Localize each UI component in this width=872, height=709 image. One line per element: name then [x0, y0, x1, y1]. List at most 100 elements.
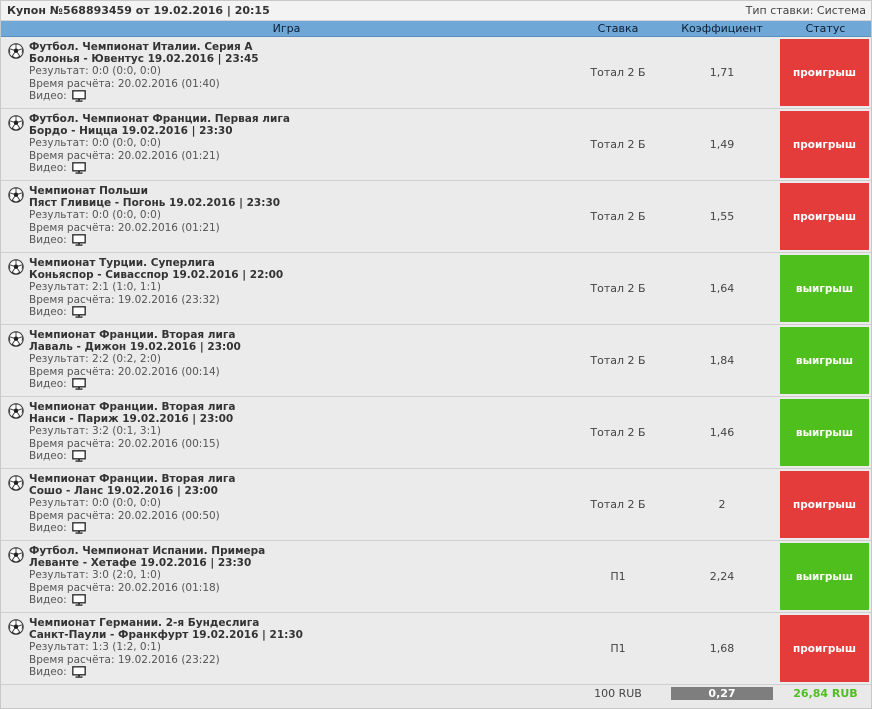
- status-badge: проигрыш: [780, 471, 869, 538]
- video-link[interactable]: Видео:: [29, 234, 572, 246]
- video-link[interactable]: Видео:: [29, 450, 572, 462]
- monitor-icon[interactable]: [71, 162, 86, 174]
- coef-cell: 1,49: [709, 138, 735, 151]
- coef-cell: 2,24: [709, 570, 735, 583]
- coupon-header: Купон №568893459 от 19.02.2016 | 20:15 Т…: [1, 1, 871, 21]
- calc-time: Время расчёта: 19.02.2016 (23:32): [29, 293, 220, 306]
- game-cell: Чемпионат Польши Пяст Гливице - Погонь 1…: [1, 181, 572, 252]
- bet-row: Футбол. Чемпионат Испании. Примера Леван…: [1, 541, 871, 613]
- monitor-icon[interactable]: [71, 666, 86, 678]
- monitor-icon[interactable]: [71, 450, 86, 462]
- stake-cell: Тотал 2 Б: [590, 210, 646, 223]
- league-name: Футбол. Чемпионат Франции. Первая лига: [29, 113, 290, 125]
- stake-cell: Тотал 2 Б: [590, 354, 646, 367]
- video-link[interactable]: Видео:: [29, 90, 572, 102]
- video-link[interactable]: Видео:: [29, 162, 572, 174]
- league-name: Футбол. Чемпионат Испании. Примера: [29, 545, 266, 557]
- stake-cell: Тотал 2 Б: [590, 66, 646, 79]
- soccer-ball-icon: [8, 115, 24, 131]
- bet-row: Чемпионат Франции. Вторая лига Лаваль - …: [1, 325, 871, 397]
- game-cell: Футбол. Чемпионат Испании. Примера Леван…: [1, 541, 572, 612]
- column-game: Игра: [272, 22, 301, 35]
- bet-row: Чемпионат Германии. 2-я Бундеслига Санкт…: [1, 613, 871, 685]
- status-badge: проигрыш: [780, 615, 869, 682]
- bet-row: Футбол. Чемпионат Франции. Первая лига Б…: [1, 109, 871, 181]
- match-result: Результат: 3:2 (0:1, 3:1): [29, 425, 161, 438]
- match-name: Бордо - Ницца 19.02.2016 | 23:30: [29, 125, 233, 138]
- match-name: Пяст Гливице - Погонь 19.02.2016 | 23:30: [29, 197, 281, 210]
- total-coef: 0,27: [671, 687, 773, 700]
- status-badge: проигрыш: [780, 111, 869, 178]
- column-status: Статус: [805, 22, 846, 35]
- match-name: Болонья - Ювентус 19.02.2016 | 23:45: [29, 53, 259, 66]
- match-result: Результат: 0:0 (0:0, 0:0): [29, 137, 161, 150]
- soccer-ball-icon: [8, 547, 24, 563]
- league-name: Чемпионат Франции. Вторая лига: [29, 329, 236, 341]
- stake-cell: П1: [610, 642, 626, 655]
- bet-row: Чемпионат Турции. Суперлига Коньяспор - …: [1, 253, 871, 325]
- coupon-footer: 100 RUB 0,27 26,84 RUB: [1, 685, 871, 702]
- column-headers: Игра Ставка Коэффициент Статус: [1, 21, 871, 37]
- status-badge: проигрыш: [780, 183, 869, 250]
- monitor-icon[interactable]: [71, 378, 86, 390]
- video-link[interactable]: Видео:: [29, 594, 572, 606]
- match-name: Леванте - Хетафе 19.02.2016 | 23:30: [29, 557, 252, 570]
- match-name: Санкт-Паули - Франкфурт 19.02.2016 | 21:…: [29, 629, 303, 642]
- soccer-ball-icon: [8, 475, 24, 491]
- soccer-ball-icon: [8, 259, 24, 275]
- calc-time: Время расчёта: 20.02.2016 (01:21): [29, 221, 220, 234]
- column-stake: Ставка: [597, 22, 639, 35]
- stake-cell: П1: [610, 570, 626, 583]
- game-cell: Футбол. Чемпионат Италии. Серия А Болонь…: [1, 37, 572, 108]
- monitor-icon[interactable]: [71, 522, 86, 534]
- video-link[interactable]: Видео:: [29, 378, 572, 390]
- soccer-ball-icon: [8, 331, 24, 347]
- status-badge: проигрыш: [780, 39, 869, 106]
- total-stake: 100 RUB: [594, 687, 642, 700]
- bet-row: Футбол. Чемпионат Италии. Серия А Болонь…: [1, 37, 871, 109]
- match-result: Результат: 1:3 (1:2, 0:1): [29, 641, 161, 654]
- monitor-icon[interactable]: [71, 90, 86, 102]
- league-name: Чемпионат Германии. 2-я Бундеслига: [29, 617, 260, 629]
- soccer-ball-icon: [8, 187, 24, 203]
- stake-cell: Тотал 2 Б: [590, 426, 646, 439]
- game-cell: Футбол. Чемпионат Франции. Первая лига Б…: [1, 109, 572, 180]
- video-link[interactable]: Видео:: [29, 666, 572, 678]
- soccer-ball-icon: [8, 403, 24, 419]
- video-link[interactable]: Видео:: [29, 522, 572, 534]
- game-cell: Чемпионат Турции. Суперлига Коньяспор - …: [1, 253, 572, 324]
- status-badge: выигрыш: [780, 399, 869, 466]
- match-name: Коньяспор - Сивасспор 19.02.2016 | 22:00: [29, 269, 284, 282]
- bet-row: Чемпионат Польши Пяст Гливице - Погонь 1…: [1, 181, 871, 253]
- video-label: Видео:: [29, 377, 67, 390]
- match-result: Результат: 2:2 (0:2, 2:0): [29, 353, 161, 366]
- match-result: Результат: 0:0 (0:0, 0:0): [29, 65, 161, 78]
- coef-cell: 1,68: [709, 642, 735, 655]
- coef-cell: 1,64: [709, 282, 735, 295]
- total-win: 26,84 RUB: [793, 687, 858, 700]
- game-cell: Чемпионат Германии. 2-я Бундеслига Санкт…: [1, 613, 572, 684]
- league-name: Чемпионат Турции. Суперлига: [29, 257, 215, 269]
- stake-cell: Тотал 2 Б: [590, 138, 646, 151]
- coef-cell: 1,71: [709, 66, 735, 79]
- column-coef: Коэффициент: [681, 22, 763, 35]
- status-badge: выигрыш: [780, 255, 869, 322]
- video-label: Видео:: [29, 593, 67, 606]
- monitor-icon[interactable]: [71, 306, 86, 318]
- match-result: Результат: 3:0 (2:0, 1:0): [29, 569, 161, 582]
- monitor-icon[interactable]: [71, 234, 86, 246]
- game-cell: Чемпионат Франции. Вторая лига Сошо - Ла…: [1, 469, 572, 540]
- match-result: Результат: 0:0 (0:0, 0:0): [29, 497, 161, 510]
- coef-cell: 1,46: [709, 426, 735, 439]
- league-name: Чемпионат Франции. Вторая лига: [29, 401, 236, 413]
- monitor-icon[interactable]: [71, 594, 86, 606]
- bet-row: Чемпионат Франции. Вторая лига Нанси - П…: [1, 397, 871, 469]
- calc-time: Время расчёта: 20.02.2016 (01:18): [29, 581, 220, 594]
- match-name: Нанси - Париж 19.02.2016 | 23:00: [29, 413, 234, 426]
- calc-time: Время расчёта: 19.02.2016 (23:22): [29, 653, 220, 666]
- game-cell: Чемпионат Франции. Вторая лига Лаваль - …: [1, 325, 572, 396]
- calc-time: Время расчёта: 20.02.2016 (01:21): [29, 149, 220, 162]
- video-link[interactable]: Видео:: [29, 306, 572, 318]
- stake-cell: Тотал 2 Б: [590, 282, 646, 295]
